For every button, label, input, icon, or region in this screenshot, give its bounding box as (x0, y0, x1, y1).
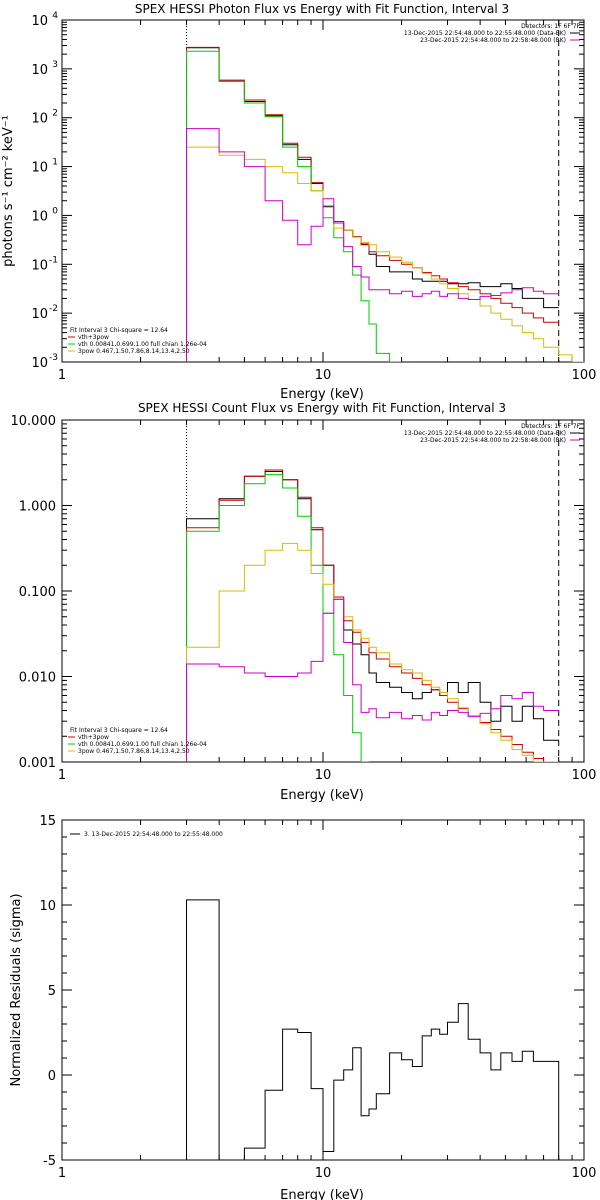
y-tick-label: 10 (31, 356, 48, 371)
y-tick-label: 10 (31, 307, 48, 322)
series-line-2 (186, 50, 402, 362)
panel-title: SPEX HESSI Count Flux vs Energy with Fit… (138, 401, 506, 415)
legend-entry: Fit Interval 3 Chi-square = 12.64 (70, 727, 168, 734)
series-line-0 (186, 47, 559, 362)
legend-entry: vth+3pow (78, 734, 109, 741)
y-tick-label: 0.010 (19, 671, 56, 686)
x-tick-label: 10 (315, 1166, 332, 1181)
y-tick-label: 1.000 (19, 500, 56, 515)
y-tick-exponent: 1 (52, 158, 58, 168)
x-tick-label: 1 (58, 368, 66, 383)
legend-entry: 3. 13-Dec-2015 22:54:48.000 to 22:55:48.… (84, 831, 223, 838)
y-axis-label: photons s⁻¹ cm⁻² keV⁻¹ (1, 115, 16, 267)
panel-title: SPEX HESSI Photon Flux vs Energy with Fi… (135, 2, 509, 16)
count-flux-panel: SPEX HESSI Count Flux vs Energy with Fit… (11, 401, 597, 803)
legend-entry: Fit Interval 3 Chi-square = 12.64 (70, 327, 168, 334)
y-tick-label: 0.001 (19, 756, 56, 771)
x-tick-label: 100 (572, 368, 597, 383)
x-axis-label: Energy (keV) (280, 387, 364, 402)
y-tick-exponent: -1 (49, 255, 58, 265)
y-tick-exponent: -3 (49, 353, 58, 363)
y-tick-label: -5 (43, 1154, 56, 1169)
y-axis-label: Normalized Residuals (sigma) (9, 893, 24, 1086)
y-tick-label: 10.000 (11, 414, 57, 429)
x-tick-label: 10 (315, 368, 332, 383)
x-axis-label: Energy (keV) (280, 1188, 364, 1200)
y-tick-label: 10 (31, 63, 48, 78)
x-tick-label: 1 (58, 768, 66, 783)
y-tick-label: 0.100 (19, 585, 56, 600)
series-line-4 (186, 598, 559, 762)
legend-entry: 3pow 0.467,1.50,7.86,8.14,13.4,2.50 (78, 348, 190, 355)
y-tick-exponent: 4 (52, 11, 58, 21)
y-tick-label: 10 (31, 161, 48, 176)
legend-entry: Detectors: 1F 6F 7F (521, 423, 580, 430)
residuals-panel: Energy (keV) Normalized Residuals (sigma… (9, 814, 596, 1200)
legend-entry: 3pow 0.467,1.50,7.86,8.14,13.4,2.50 (78, 748, 190, 755)
y-tick-exponent: -2 (49, 304, 58, 314)
y-tick-exponent: 3 (52, 60, 58, 70)
y-tick-label: 10 (31, 258, 48, 273)
legend-entry: Detectors: 1F 6F 7F (521, 23, 580, 30)
y-tick-label: 10 (31, 14, 48, 29)
series-line-4 (186, 128, 559, 362)
legend-entry: 23-Dec-2015 22:54:48.000 to 22:58:48.000… (420, 437, 566, 444)
legend-entry: 23-Dec-2015 22:54:48.000 to 22:58:48.000… (420, 37, 566, 44)
series-line-3 (186, 542, 559, 762)
y-tick-label: 0 (48, 1069, 56, 1084)
x-tick-label: 100 (572, 768, 597, 783)
y-tick-label: 5 (48, 984, 56, 999)
y-tick-exponent: 2 (52, 109, 58, 119)
y-tick-label: 10 (39, 899, 56, 914)
y-tick-label: 15 (39, 814, 56, 829)
legend-entry: vth 0.00841,0.699,1.00 full chian 1.26e-… (78, 741, 207, 748)
series-line-0 (186, 471, 559, 762)
x-tick-label: 1 (58, 1166, 66, 1181)
x-tick-label: 100 (572, 1166, 597, 1181)
series-line-0 (186, 899, 560, 1160)
legend-entry: 13-Dec-2015 22:54:48.000 to 22:55:48.000… (404, 430, 566, 437)
series-line-2 (186, 474, 369, 762)
x-axis-label: Energy (keV) (280, 788, 364, 803)
x-tick-label: 10 (315, 768, 332, 783)
photon-flux-panel: SPEX HESSI Photon Flux vs Energy with Fi… (1, 2, 596, 402)
series-line-1 (186, 46, 559, 362)
y-tick-label: 10 (31, 112, 48, 127)
legend-entry: vth+3pow (78, 334, 109, 341)
y-tick-exponent: 0 (52, 206, 58, 216)
y-tick-label: 10 (31, 209, 48, 224)
legend-entry: vth 0.00841,0.699,1.00 full chian 1.26e-… (78, 341, 207, 348)
legend-entry: 13-Dec-2015 22:54:48.000 to 22:55:48.000… (404, 30, 566, 37)
series-line-1 (186, 469, 559, 762)
series-line-3 (186, 146, 584, 362)
